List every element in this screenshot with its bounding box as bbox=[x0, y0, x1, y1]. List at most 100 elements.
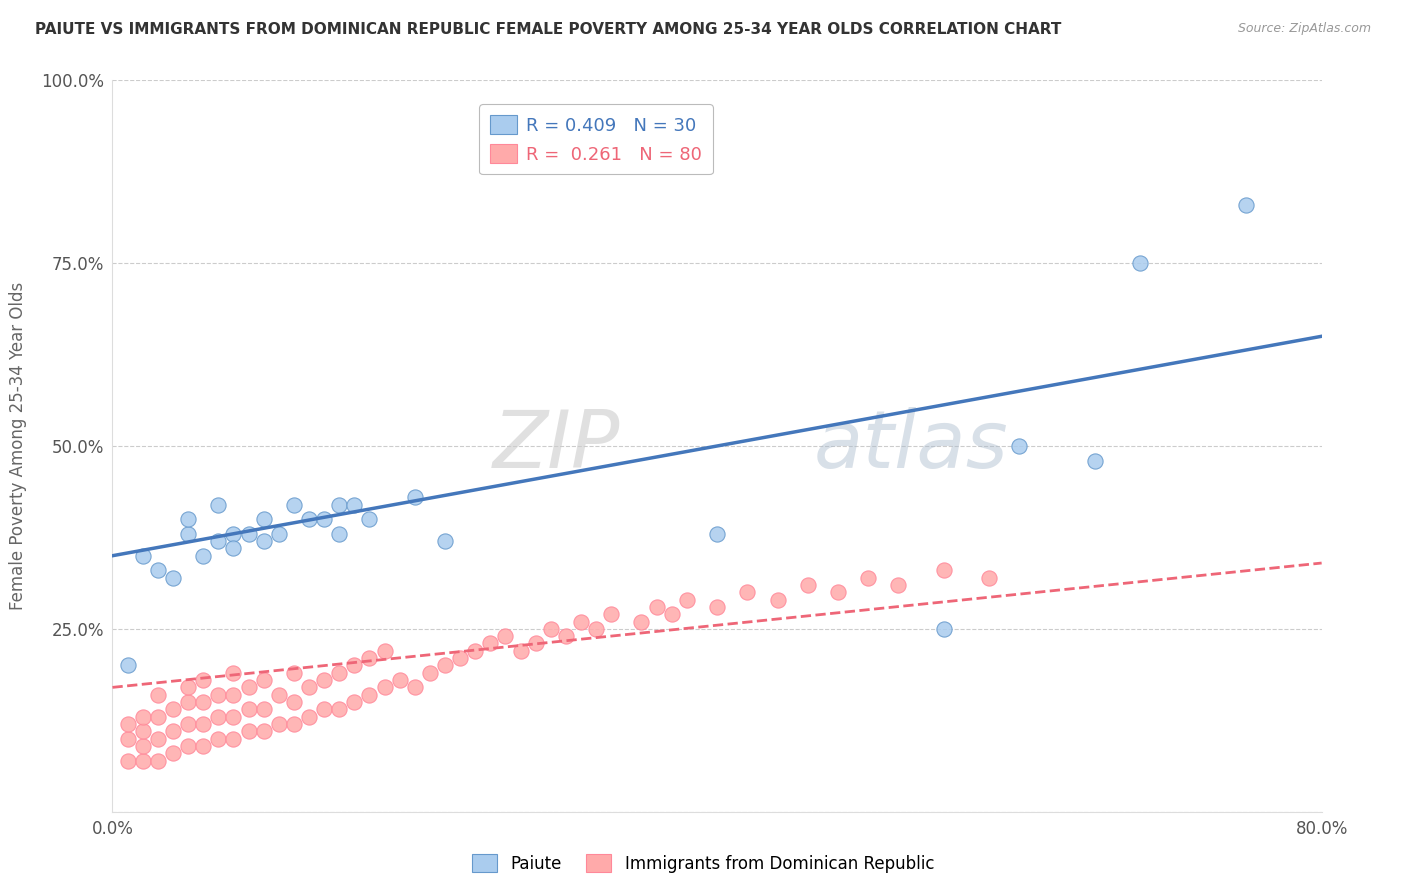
Point bbox=[314, 512, 336, 526]
Point bbox=[267, 688, 290, 702]
Point bbox=[419, 665, 441, 680]
Point bbox=[630, 615, 652, 629]
Point bbox=[479, 636, 502, 650]
Point bbox=[177, 739, 200, 753]
Point bbox=[328, 665, 350, 680]
Point bbox=[162, 746, 184, 760]
Text: PAIUTE VS IMMIGRANTS FROM DOMINICAN REPUBLIC FEMALE POVERTY AMONG 25-34 YEAR OLD: PAIUTE VS IMMIGRANTS FROM DOMINICAN REPU… bbox=[35, 22, 1062, 37]
Point bbox=[298, 709, 321, 723]
Point bbox=[737, 585, 759, 599]
Point bbox=[253, 702, 276, 716]
Point bbox=[887, 578, 910, 592]
Point bbox=[343, 695, 366, 709]
Text: ZIP: ZIP bbox=[494, 407, 620, 485]
Point bbox=[238, 526, 260, 541]
Point bbox=[932, 622, 955, 636]
Point bbox=[207, 709, 229, 723]
Point bbox=[253, 534, 276, 549]
Point bbox=[191, 549, 214, 563]
Point bbox=[222, 665, 245, 680]
Point bbox=[283, 665, 305, 680]
Point bbox=[706, 599, 728, 614]
Point bbox=[374, 681, 396, 695]
Point bbox=[464, 644, 486, 658]
Point bbox=[267, 717, 290, 731]
Point bbox=[177, 717, 200, 731]
Point bbox=[117, 658, 139, 673]
Point bbox=[253, 724, 276, 739]
Point bbox=[222, 526, 245, 541]
Point bbox=[162, 571, 184, 585]
Point bbox=[146, 731, 169, 746]
Point bbox=[404, 681, 426, 695]
Point bbox=[207, 498, 229, 512]
Point bbox=[132, 739, 155, 753]
Point bbox=[404, 490, 426, 504]
Point bbox=[283, 717, 305, 731]
Point bbox=[524, 636, 547, 650]
Point bbox=[298, 681, 321, 695]
Point bbox=[1008, 439, 1031, 453]
Point bbox=[359, 512, 381, 526]
Point bbox=[117, 754, 139, 768]
Point bbox=[328, 702, 350, 716]
Point bbox=[132, 724, 155, 739]
Point bbox=[238, 724, 260, 739]
Y-axis label: Female Poverty Among 25-34 Year Olds: Female Poverty Among 25-34 Year Olds bbox=[10, 282, 27, 610]
Point bbox=[585, 622, 607, 636]
Point bbox=[283, 695, 305, 709]
Point bbox=[509, 644, 531, 658]
Point bbox=[146, 709, 169, 723]
Point bbox=[796, 578, 818, 592]
Point bbox=[146, 688, 169, 702]
Point bbox=[283, 498, 305, 512]
Point bbox=[207, 534, 229, 549]
Point bbox=[495, 629, 517, 643]
Point bbox=[540, 622, 562, 636]
Point bbox=[177, 681, 200, 695]
Point bbox=[191, 695, 214, 709]
Text: atlas: atlas bbox=[814, 407, 1008, 485]
Point bbox=[554, 629, 576, 643]
Point bbox=[827, 585, 849, 599]
Point bbox=[132, 754, 155, 768]
Point bbox=[177, 526, 200, 541]
Point bbox=[343, 498, 366, 512]
Point bbox=[177, 695, 200, 709]
Point bbox=[253, 673, 276, 687]
Point bbox=[766, 592, 789, 607]
Point bbox=[675, 592, 697, 607]
Point bbox=[328, 526, 350, 541]
Point bbox=[1129, 256, 1152, 270]
Point bbox=[433, 658, 456, 673]
Point bbox=[162, 724, 184, 739]
Point bbox=[222, 688, 245, 702]
Point bbox=[191, 673, 214, 687]
Point bbox=[314, 673, 336, 687]
Point bbox=[932, 563, 955, 577]
Point bbox=[191, 739, 214, 753]
Point bbox=[359, 651, 381, 665]
Point bbox=[238, 702, 260, 716]
Point bbox=[253, 512, 276, 526]
Point bbox=[343, 658, 366, 673]
Point bbox=[977, 571, 1000, 585]
Point bbox=[222, 709, 245, 723]
Point bbox=[207, 731, 229, 746]
Point bbox=[359, 688, 381, 702]
Point bbox=[374, 644, 396, 658]
Point bbox=[267, 526, 290, 541]
Point bbox=[238, 681, 260, 695]
Legend: Paiute, Immigrants from Dominican Republic: Paiute, Immigrants from Dominican Republ… bbox=[465, 847, 941, 880]
Point bbox=[645, 599, 668, 614]
Point bbox=[222, 731, 245, 746]
Point bbox=[117, 717, 139, 731]
Point bbox=[132, 549, 155, 563]
Legend: R = 0.409   N = 30, R =  0.261   N = 80: R = 0.409 N = 30, R = 0.261 N = 80 bbox=[479, 104, 713, 175]
Point bbox=[1084, 453, 1107, 467]
Point bbox=[132, 709, 155, 723]
Point bbox=[661, 607, 683, 622]
Point bbox=[328, 498, 350, 512]
Point bbox=[298, 512, 321, 526]
Point bbox=[433, 534, 456, 549]
